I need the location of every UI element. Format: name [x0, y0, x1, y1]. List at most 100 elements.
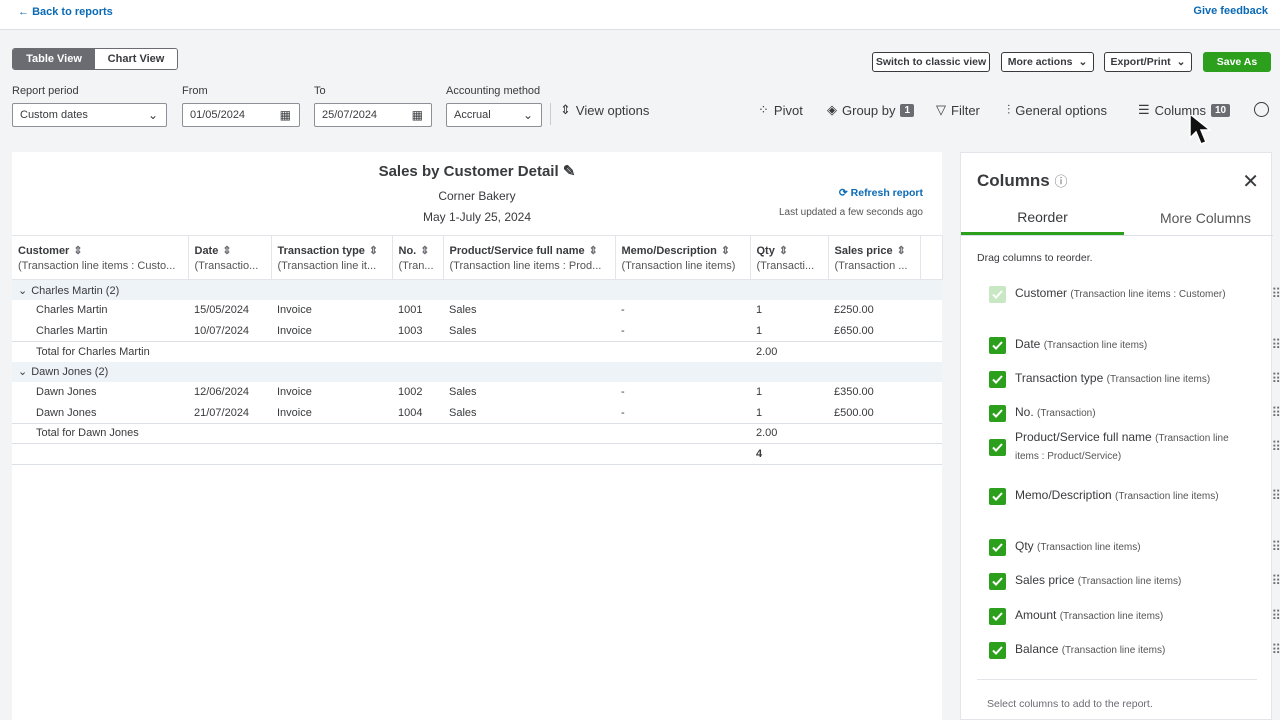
tool-button[interactable]: ⫶ General options: [1007, 102, 1107, 118]
action-text[interactable]: Save As: [1216, 56, 1258, 68]
action-button[interactable]: Switch to classic view: [872, 52, 990, 72]
tool-button[interactable]: ⁘ Pivot: [758, 102, 803, 118]
feedback-link[interactable]: Give feedback: [1193, 5, 1268, 17]
tool-text[interactable]: Group by: [842, 102, 896, 118]
item-name: Sales price: [1015, 573, 1075, 587]
view-options[interactable]: ⇕ View options: [560, 102, 650, 118]
column-item[interactable]: Sales price (Transaction line items) ⠿: [989, 564, 1280, 598]
filter-value[interactable]: 01/05/2024: [190, 109, 246, 121]
checkbox[interactable]: [989, 438, 1006, 456]
view-tab[interactable]: Table View: [13, 49, 95, 69]
action-text[interactable]: Export/Print: [1110, 56, 1171, 68]
column-item[interactable]: Product/Service full name (Transaction l…: [989, 429, 1280, 465]
filter-field[interactable]: 25/07/2024 ▦: [314, 103, 432, 127]
checkbox[interactable]: [989, 572, 1006, 590]
drag-handle[interactable]: ⠿: [1271, 405, 1280, 420]
action-button[interactable]: Save As: [1203, 52, 1271, 72]
filter-value[interactable]: Custom dates: [20, 109, 88, 121]
filter-value[interactable]: Accrual: [454, 109, 491, 121]
tool-text[interactable]: General options: [1015, 102, 1108, 118]
tool-button[interactable]: ☰ Columns 10: [1138, 102, 1231, 118]
checkbox[interactable]: [989, 404, 1006, 422]
column-name[interactable]: Memo/Description: [621, 244, 717, 257]
drag-handle[interactable]: ⠿: [1271, 337, 1280, 352]
column-item[interactable]: Date (Transaction line items) ⠿: [989, 328, 1280, 362]
cell: Charles Martin: [36, 324, 108, 337]
column-name[interactable]: No.: [398, 244, 417, 257]
panel-tab[interactable]: Reorder: [961, 201, 1124, 235]
column-name[interactable]: Transaction type: [277, 244, 365, 257]
column-header[interactable]: No. ⇕ (Tran...: [392, 235, 444, 280]
column-header[interactable]: Memo/Description ⇕ (Transaction line items…: [615, 235, 751, 280]
sort-icon: ⇕: [73, 244, 83, 257]
tool-text[interactable]: Filter: [951, 102, 980, 118]
checkbox[interactable]: [989, 336, 1006, 354]
checkbox[interactable]: [989, 487, 1006, 505]
column-header[interactable]: Transaction type ⇕ (Transaction line it...: [271, 235, 393, 280]
group-name[interactable]: Dawn Jones (2): [31, 366, 109, 379]
drag-handle[interactable]: ⠿: [1271, 439, 1280, 454]
company: Corner Bakery: [438, 189, 516, 203]
drag-handle[interactable]: ⠿: [1271, 286, 1280, 301]
drag-handle[interactable]: ⠿: [1271, 573, 1280, 588]
checkbox[interactable]: [989, 607, 1006, 625]
filter-field[interactable]: Accrual ⌄: [446, 103, 542, 127]
column-header[interactable]: Sales price ⇕ (Transaction ...: [828, 235, 921, 280]
cell-empty: [828, 340, 942, 362]
group-name[interactable]: Charles Martin (2): [31, 284, 120, 297]
view-tab[interactable]: Chart View: [95, 49, 177, 69]
action-button[interactable]: More actions ⌄: [1001, 52, 1094, 72]
drag-handle[interactable]: ⠿: [1271, 371, 1280, 386]
tool-text[interactable]: Columns: [1154, 102, 1206, 118]
column-item[interactable]: Customer (Transaction line items : Custo…: [989, 277, 1280, 311]
column-item[interactable]: Qty (Transaction line items) ⠿: [989, 530, 1280, 564]
checkbox[interactable]: [989, 538, 1006, 556]
drag-handle[interactable]: ⠿: [1271, 488, 1280, 503]
refresh[interactable]: ⟳ Refresh report: [838, 187, 923, 199]
tool-button[interactable]: ▽ Filter: [936, 102, 980, 118]
cell-empty: [12, 443, 750, 464]
filter-value[interactable]: 25/07/2024: [322, 109, 378, 121]
column-name[interactable]: Customer: [18, 244, 70, 257]
column-header[interactable]: Customer ⇕ (Transaction line items : Custo…: [12, 235, 189, 280]
cell: Invoice: [277, 304, 312, 317]
item-label: Date (Transaction line items): [1015, 336, 1147, 354]
column-header[interactable]: Product/Service full name ⇕ (Transaction l…: [443, 235, 616, 280]
action-text[interactable]: Switch to classic view: [875, 56, 987, 68]
tool-text[interactable]: Pivot: [773, 102, 803, 118]
tool-button[interactable]: ◈ Group by 1: [827, 102, 915, 118]
column-item[interactable]: Memo/Description (Transaction line items…: [989, 479, 1280, 513]
column-item[interactable]: Amount (Transaction line items) ⠿: [989, 599, 1280, 633]
column-item[interactable]: No. (Transaction) ⠿: [989, 396, 1280, 430]
group-cell[interactable]: ⌄ Charles Martin (2): [12, 279, 942, 300]
field-icon: ⌄: [147, 108, 158, 122]
cell-partial: [920, 321, 942, 342]
checkbox[interactable]: [989, 641, 1006, 659]
column-name[interactable]: Product/Service full name: [449, 244, 585, 257]
panel-tab[interactable]: More Columns: [1159, 210, 1252, 226]
item-label: Qty (Transaction line items): [1015, 538, 1141, 556]
back-link[interactable]: ← Back to reports: [18, 6, 113, 18]
close[interactable]: ✕: [1242, 171, 1259, 193]
feedback-text[interactable]: Give feedback: [1193, 5, 1268, 17]
column-header[interactable]: Date ⇕ (Transactio...: [188, 235, 272, 280]
group-cell[interactable]: ⌄ Dawn Jones (2): [12, 361, 942, 382]
refresh-text[interactable]: Refresh report: [850, 187, 923, 199]
view-options-text[interactable]: View options: [575, 102, 650, 118]
column-name[interactable]: Qty: [756, 244, 775, 257]
filter-field[interactable]: 01/05/2024 ▦: [182, 103, 300, 127]
action-button[interactable]: Export/Print ⌄: [1104, 52, 1192, 72]
drag-handle[interactable]: ⠿: [1271, 642, 1280, 657]
column-header[interactable]: Qty ⇕ (Transacti...: [750, 235, 829, 280]
column-name[interactable]: Sales price: [834, 244, 893, 257]
column-item[interactable]: Balance (Transaction line items) ⠿: [989, 633, 1280, 667]
drag-handle[interactable]: ⠿: [1271, 608, 1280, 623]
collapse-icon[interactable]: [1254, 102, 1269, 117]
filter-field[interactable]: Custom dates ⌄: [12, 103, 167, 127]
checkbox[interactable]: [989, 370, 1006, 388]
column-name[interactable]: Date: [194, 244, 219, 257]
drag-handle[interactable]: ⠿: [1271, 539, 1280, 554]
back-text[interactable]: Back to reports: [32, 6, 113, 18]
column-item[interactable]: Transaction type (Transaction line items…: [989, 362, 1280, 396]
action-text[interactable]: More actions: [1007, 56, 1073, 68]
